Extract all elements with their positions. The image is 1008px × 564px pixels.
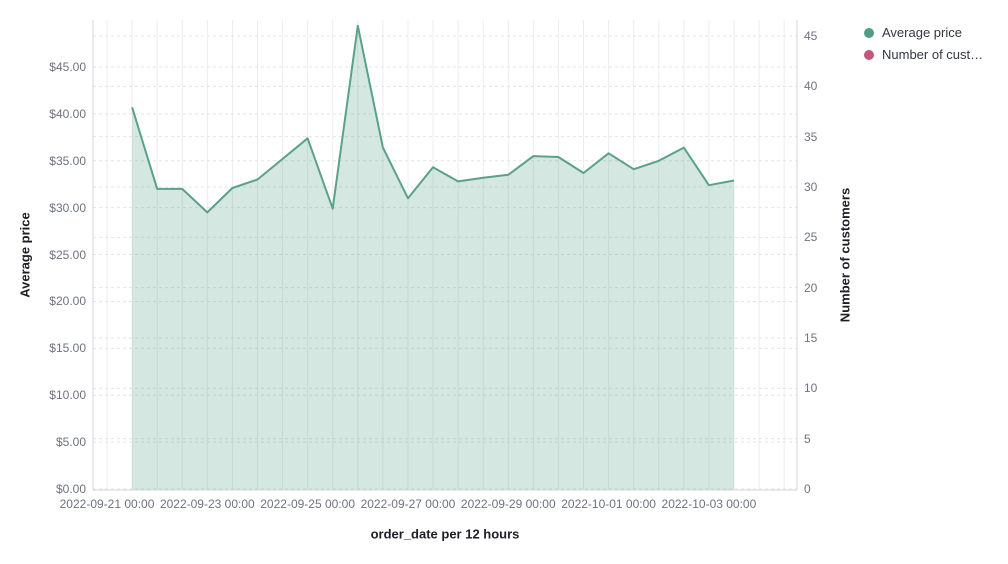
right-axis-tick-label: 15 (804, 331, 818, 345)
average-price-line (131, 24, 735, 214)
left-axis-tick-label: $5.00 (55, 435, 86, 450)
average-price-area (132, 25, 734, 490)
left-axis-tick-label: $45.00 (49, 60, 86, 74)
left-axis-tick-label: $30.00 (49, 200, 86, 215)
left-axis-tick-label: $35.00 (49, 153, 86, 168)
right-axis-tick-label: 5 (804, 431, 811, 446)
left-axis-tick-label: $0.00 (55, 482, 86, 496)
legend: Average price Number of cust… (864, 26, 983, 70)
average-price-legend-dot-icon (864, 28, 874, 38)
left-axis-tick-label: $10.00 (49, 388, 86, 403)
number-of-customers-legend-dot-icon (864, 50, 874, 60)
x-axis-tick-label: 2022-09-23 00:00 (159, 497, 255, 511)
legend-label: Number of cust… (882, 47, 984, 62)
x-axis-tick-label: 2022-09-29 00:00 (460, 497, 556, 511)
x-axis-title: order_date per 12 hours (370, 526, 520, 542)
left-axis-tick-label: $15.00 (49, 341, 86, 356)
y-axis-title-right: Number of customers (837, 187, 853, 323)
legend-item-number-of-customers[interactable]: Number of cust… (864, 48, 983, 62)
x-axis-tick-label: 2022-10-03 00:00 (661, 497, 757, 511)
legend-label: Average price (882, 25, 962, 40)
right-axis-tick-label: 10 (804, 381, 818, 396)
left-axis-tick-label: $25.00 (49, 247, 86, 262)
x-axis-tick-label: 2022-09-25 00:00 (260, 497, 355, 511)
right-axis-tick-label: 20 (804, 280, 818, 295)
x-axis-tick-label: 2022-09-27 00:00 (360, 497, 456, 511)
right-axis-tick-label: 40 (804, 79, 818, 94)
right-axis-tick-label: 35 (804, 129, 818, 144)
left-axis-tick-label: $40.00 (49, 106, 86, 121)
legend-item-average-price[interactable]: Average price (864, 26, 983, 40)
right-axis-tick-label: 30 (804, 180, 818, 194)
right-axis-tick-label: 0 (804, 482, 811, 496)
right-axis-tick-label: 25 (804, 230, 818, 245)
left-axis-tick-label: $20.00 (49, 294, 86, 309)
right-axis-tick-label: 45 (804, 29, 818, 43)
x-axis-tick-label: 2022-09-21 00:00 (59, 497, 155, 511)
x-axis-tick-label: 2022-10-01 00:00 (561, 497, 656, 511)
